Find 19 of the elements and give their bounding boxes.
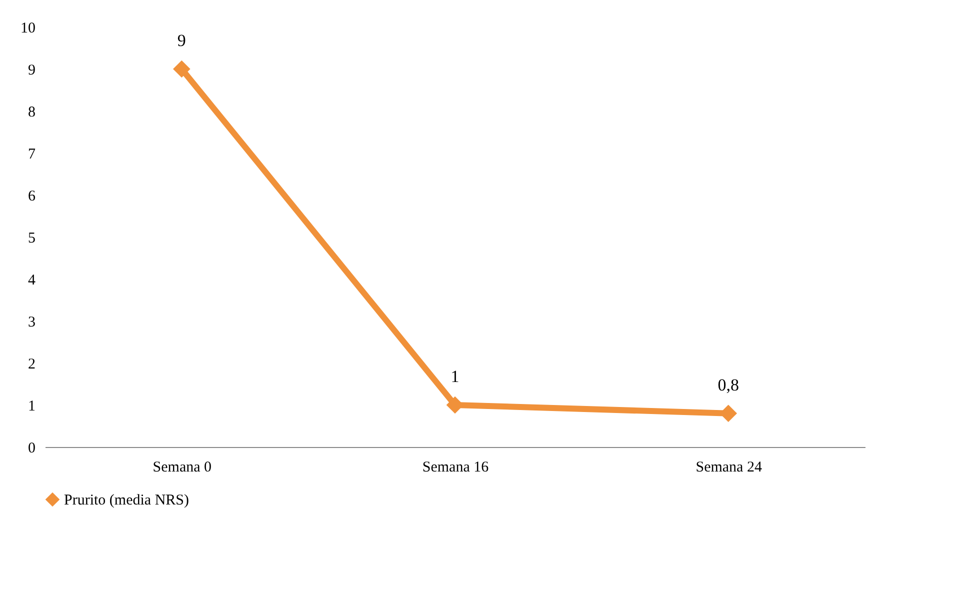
y-tick-label: 5 bbox=[28, 230, 36, 246]
data-label: 9 bbox=[177, 31, 186, 50]
x-tick-label: Semana 0 bbox=[152, 460, 212, 476]
y-tick-label: 4 bbox=[28, 272, 36, 288]
data-label: 0,8 bbox=[718, 375, 739, 394]
y-tick-label: 9 bbox=[28, 62, 36, 78]
x-tick-label: Semana 24 bbox=[696, 460, 762, 476]
y-tick-label: 7 bbox=[28, 146, 36, 162]
y-tick-label: 3 bbox=[28, 314, 36, 330]
y-tick-label: 2 bbox=[28, 356, 36, 372]
data-label: 1 bbox=[450, 367, 460, 386]
x-tick-label: Semana 16 bbox=[422, 460, 490, 476]
y-tick-label: 0 bbox=[28, 440, 36, 456]
y-tick-label: 6 bbox=[28, 188, 36, 204]
y-tick-label: 10 bbox=[20, 20, 36, 36]
y-tick-label: 8 bbox=[28, 104, 36, 120]
y-tick-label: 1 bbox=[28, 398, 36, 414]
legend-label: Prurito (media NRS) bbox=[64, 492, 189, 508]
point bbox=[173, 60, 190, 78]
